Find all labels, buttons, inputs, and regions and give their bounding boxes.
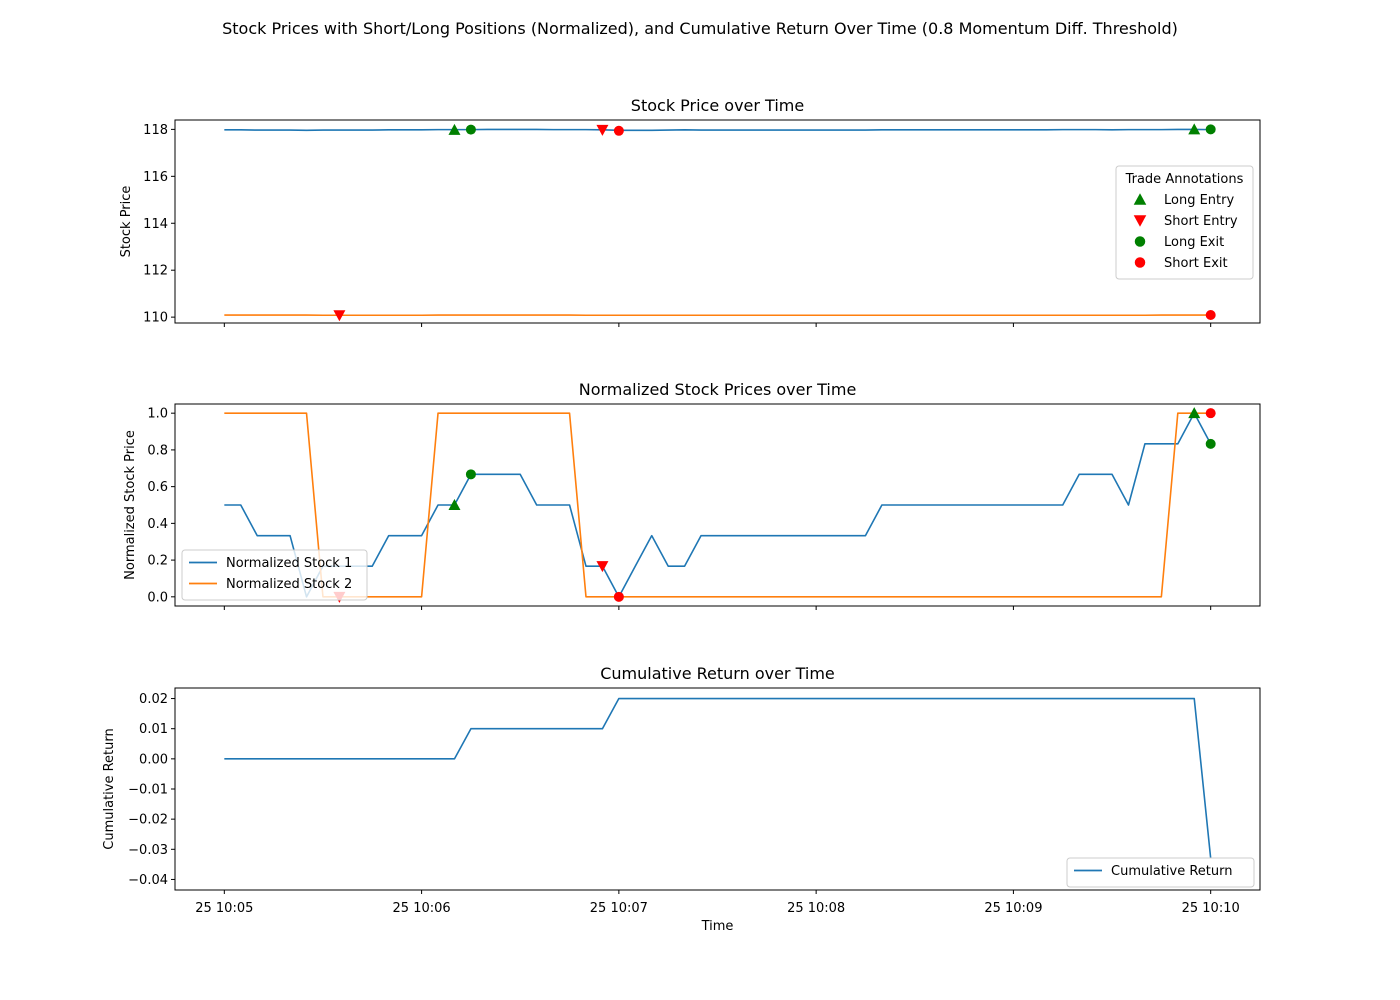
long-entry-marker bbox=[1188, 407, 1201, 419]
x-tick-label: 25 10:05 bbox=[195, 901, 253, 916]
long-exit-marker bbox=[1205, 124, 1216, 135]
legend-label: Long Entry bbox=[1164, 193, 1234, 208]
long-entry-marker bbox=[448, 499, 461, 510]
y-tick-label: 0.8 bbox=[147, 443, 168, 458]
y-tick-label: −0.01 bbox=[128, 783, 168, 798]
legend-short-exit-icon bbox=[1134, 257, 1146, 268]
legend-label: Normalized Stock 1 bbox=[226, 556, 352, 571]
legend-label: Long Exit bbox=[1164, 235, 1224, 250]
legend-label: Short Entry bbox=[1164, 214, 1238, 229]
axes-frame bbox=[174, 687, 1261, 891]
y-tick-label: −0.02 bbox=[128, 813, 168, 828]
axes-frame bbox=[174, 403, 1261, 607]
long-exit-marker bbox=[465, 469, 476, 480]
legend: Cumulative Return bbox=[1066, 857, 1255, 888]
long-exit-marker bbox=[465, 124, 476, 135]
legend-title: Trade Annotations bbox=[1125, 172, 1244, 187]
plot-area bbox=[224, 123, 1216, 322]
legend: Normalized Stock 1 Normalized Stock 2 bbox=[181, 549, 368, 601]
short-entry-marker bbox=[596, 124, 609, 136]
y-tick-label: −0.04 bbox=[128, 873, 168, 888]
y-tick-label: 0.0 bbox=[147, 590, 168, 605]
legend-box bbox=[1066, 857, 1255, 888]
subplot-title: Stock Price over Time bbox=[631, 96, 804, 115]
y-tick-label: 112 bbox=[143, 264, 168, 279]
x-tick-label: 25 10:06 bbox=[393, 901, 451, 916]
subplot-3: Cumulative Return over Time Cumulative Re… bbox=[102, 664, 1261, 934]
legend: Trade Annotations Long Entry Short Entry Lo… bbox=[1115, 165, 1254, 280]
short-exit-marker bbox=[1205, 408, 1216, 419]
series-line-1 bbox=[224, 412, 1212, 598]
long-entry-marker bbox=[1188, 123, 1201, 135]
y-tick-label: 0.4 bbox=[147, 517, 168, 532]
short-exit-marker bbox=[613, 591, 624, 602]
legend-long-exit-icon bbox=[1134, 236, 1146, 247]
short-exit-marker bbox=[1205, 310, 1216, 321]
y-tick-label: 0.01 bbox=[139, 722, 168, 737]
y-axis-label: Normalized Stock Price bbox=[123, 430, 138, 580]
x-tick-label: 25 10:09 bbox=[984, 901, 1042, 916]
y-tick-label: 0.02 bbox=[139, 692, 168, 707]
x-tick-label: 25 10:10 bbox=[1182, 901, 1240, 916]
legend-label: Short Exit bbox=[1164, 256, 1228, 271]
subplot-1: Stock Price over Time Stock Price 110 112 11… bbox=[119, 96, 1261, 327]
legend-label: Cumulative Return bbox=[1111, 864, 1232, 879]
y-tick-label: 114 bbox=[143, 217, 168, 232]
subplot-2: Normalized Stock Prices over Time Normali… bbox=[123, 380, 1261, 610]
x-tick-label: 25 10:07 bbox=[590, 901, 648, 916]
axes-frame bbox=[174, 119, 1261, 324]
y-tick-label: 0.00 bbox=[139, 752, 168, 767]
y-tick-label: −0.03 bbox=[128, 843, 168, 858]
legend-box bbox=[181, 549, 368, 601]
series-line-2 bbox=[224, 412, 1211, 598]
legend-long-entry-icon bbox=[1133, 193, 1147, 205]
short-entry-marker bbox=[596, 561, 609, 573]
subplots: Stock Price over Time Stock Price 110 112 11… bbox=[102, 96, 1261, 934]
y-tick-label: 0.2 bbox=[147, 554, 168, 569]
series-line-1 bbox=[224, 697, 1212, 859]
short-exit-marker bbox=[613, 125, 624, 136]
short-entry-marker bbox=[333, 310, 346, 322]
figure-suptitle: Stock Prices with Short/Long Positions (… bbox=[222, 19, 1178, 38]
legend-short-entry-icon bbox=[1133, 215, 1147, 227]
legend-box bbox=[1115, 165, 1254, 280]
series-line-1 bbox=[224, 128, 1211, 132]
long-entry-marker bbox=[448, 123, 461, 135]
subplot-title: Normalized Stock Prices over Time bbox=[579, 380, 857, 399]
y-tick-label: 110 bbox=[143, 311, 168, 326]
legend-label: Normalized Stock 2 bbox=[226, 577, 352, 592]
y-axis-label: Stock Price bbox=[119, 186, 134, 258]
y-axis-label: Cumulative Return bbox=[102, 728, 117, 849]
x-axis-label: Time bbox=[701, 919, 734, 934]
subplot-title: Cumulative Return over Time bbox=[600, 664, 835, 683]
long-exit-marker bbox=[1205, 438, 1216, 449]
y-tick-label: 0.6 bbox=[147, 480, 168, 495]
y-tick-label: 116 bbox=[143, 170, 168, 185]
y-tick-label: 118 bbox=[143, 123, 168, 138]
y-tick-label: 1.0 bbox=[147, 407, 168, 422]
plot-area bbox=[224, 697, 1212, 859]
x-tick-label: 25 10:08 bbox=[787, 901, 845, 916]
